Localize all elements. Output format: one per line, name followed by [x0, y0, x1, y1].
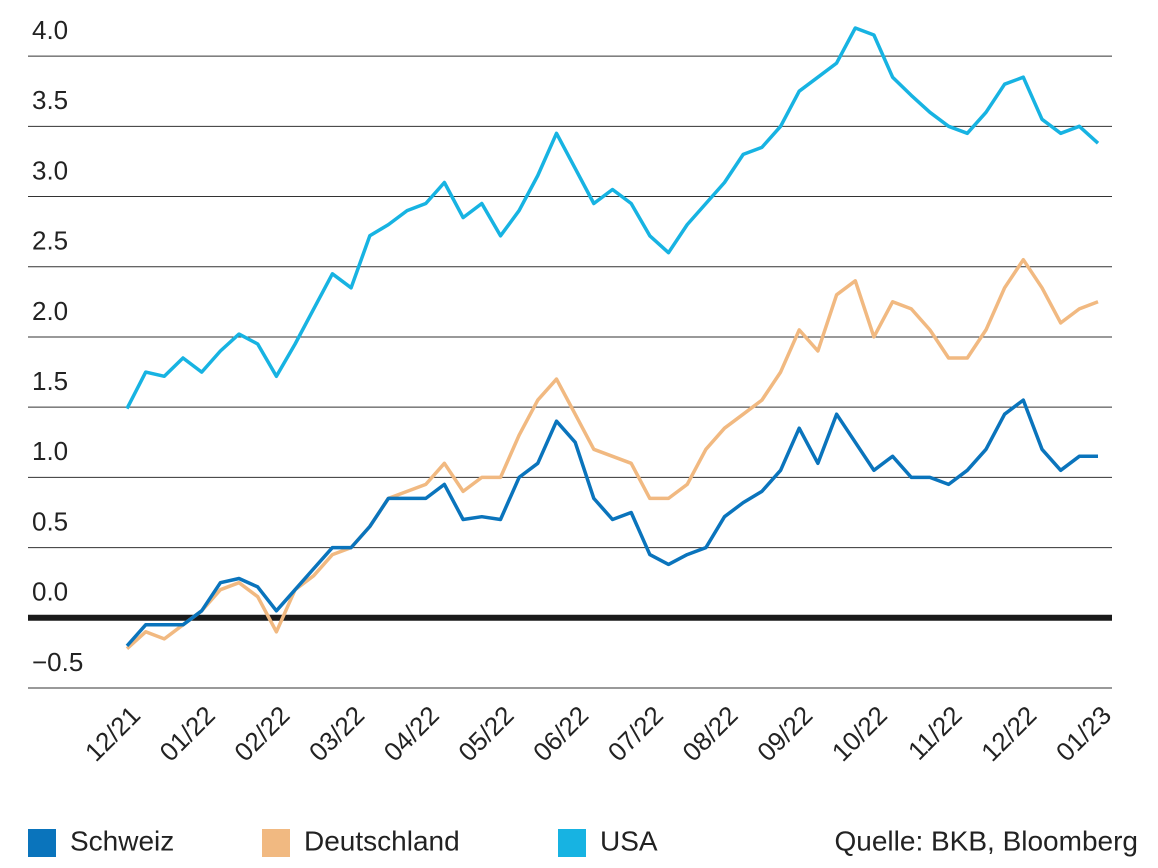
y-tick-label: 2.0 [32, 296, 68, 326]
x-tick-label: 06/22 [527, 700, 594, 767]
legend-swatch [28, 829, 56, 857]
x-tick-label: 11/22 [902, 700, 968, 766]
x-tick-label: 03/22 [303, 700, 370, 767]
x-tick-label: 08/22 [676, 700, 743, 767]
y-tick-label: −0.5 [32, 647, 83, 677]
source: Quelle: BKB, Bloomberg [835, 825, 1139, 856]
line-series [125, 398, 1098, 648]
x-tick-label: 07/22 [602, 700, 669, 767]
legend-swatch [558, 829, 586, 857]
y-tick-label: 1.0 [32, 436, 68, 466]
x-tick-label: 12/22 [975, 700, 1042, 767]
line-series [125, 257, 1099, 650]
y-tick-label: 0.5 [32, 506, 68, 536]
y-tick-label: 1.5 [32, 366, 68, 396]
legend-label: Schweiz [70, 825, 174, 856]
y-tick-label: 2.5 [32, 226, 68, 256]
x-tick-label: 10/22 [826, 700, 893, 767]
legend-swatch [262, 829, 290, 857]
y-tick-label: 3.5 [32, 85, 68, 115]
legend-label: USA [600, 825, 658, 856]
x-tick-label: 01/22 [154, 700, 221, 767]
x-tick-label: 02/22 [228, 700, 295, 767]
line-series [125, 26, 1100, 410]
x-tick-label: 12/21 [79, 700, 146, 767]
x-tick-label: 04/22 [378, 700, 445, 767]
x-tick-label: 01/23 [1050, 700, 1117, 767]
x-tick-label: 09/22 [751, 700, 818, 767]
legend-label: Deutschland [304, 825, 460, 856]
y-tick-label: 0.0 [32, 577, 68, 607]
y-tick-label: 4.0 [32, 15, 68, 45]
x-tick-label: 05/22 [452, 700, 519, 767]
y-tick-label: 3.0 [32, 155, 68, 185]
